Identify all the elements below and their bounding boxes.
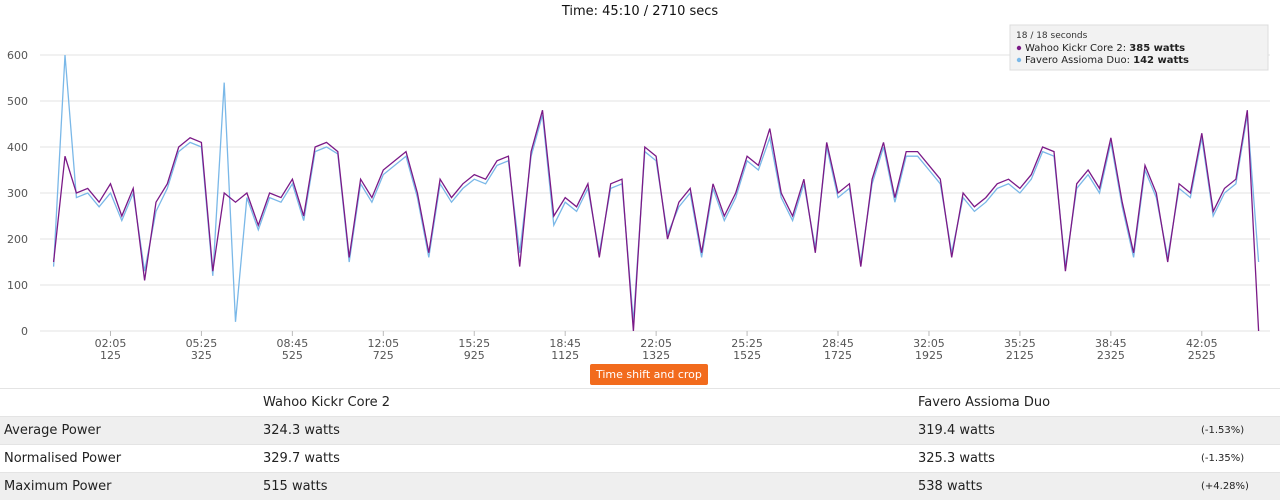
legend-value: 142 watts: [1133, 55, 1189, 66]
table-cell: Maximum Power: [0, 473, 259, 500]
table-cell: (-1.53%): [1197, 417, 1280, 445]
table-cell: 329.7 watts: [259, 445, 914, 473]
table-cell: 319.4 watts: [914, 417, 1197, 445]
table-cell: 515 watts: [259, 473, 914, 500]
chart: Time: 45:10 / 2710 secs 0 100 200 300 400 500…: [0, 0, 1280, 388]
x-tick-seconds: 1525: [733, 349, 761, 362]
header-cell: Wahoo Kickr Core 2: [259, 389, 914, 417]
table-cell: Average Power: [0, 417, 259, 445]
table-cell: (+4.28%): [1197, 473, 1280, 500]
y-tick-label: 100: [7, 279, 28, 292]
legend-name: Favero Assioma Duo:: [1025, 55, 1133, 66]
y-tick-label: 0: [21, 325, 28, 338]
x-tick-seconds: 1925: [915, 349, 943, 362]
y-tick-label: 600: [7, 49, 28, 62]
table-cell: 324.3 watts: [259, 417, 914, 445]
x-tick-seconds: 2125: [1006, 349, 1034, 362]
table-cell: (-1.35%): [1197, 445, 1280, 473]
x-tick-seconds: 2325: [1097, 349, 1125, 362]
legend-entry: Favero Assioma Duo: 142 watts: [1025, 55, 1189, 66]
y-tick-label: 400: [7, 141, 28, 154]
x-tick-seconds: 1125: [551, 349, 579, 362]
tooltip-title: 18 / 18 seconds: [1016, 31, 1088, 41]
legend-entry: Wahoo Kickr Core 2: 385 watts: [1025, 43, 1185, 54]
y-tick-label: 500: [7, 95, 28, 108]
x-tick-seconds: 125: [100, 349, 121, 362]
x-tick-seconds: 525: [282, 349, 303, 362]
x-tick-seconds: 725: [373, 349, 394, 362]
x-tick-seconds: 1725: [824, 349, 852, 362]
legend-name: Wahoo Kickr Core 2:: [1025, 43, 1129, 54]
legend-value: 385 watts: [1129, 43, 1185, 54]
x-tick-seconds: 925: [464, 349, 485, 362]
table-cell: 538 watts: [914, 473, 1197, 500]
y-tick-label: 200: [7, 233, 28, 246]
y-tick-label: 300: [7, 187, 28, 200]
header-cell: Favero Assioma Duo: [914, 389, 1197, 417]
table-cell: 325.3 watts: [914, 445, 1197, 473]
legend-marker: [1017, 58, 1021, 62]
table-cell: Normalised Power: [0, 445, 259, 473]
time-shift-button[interactable]: Time shift and crop: [590, 364, 708, 385]
chart-title: Time: 45:10 / 2710 secs: [561, 4, 719, 19]
header-blank: [0, 389, 259, 417]
header-blank: [1197, 389, 1280, 417]
x-tick-seconds: 325: [191, 349, 212, 362]
legend-marker: [1017, 46, 1021, 50]
x-tick-seconds: 2525: [1188, 349, 1216, 362]
x-tick-seconds: 1325: [642, 349, 670, 362]
series-line: [54, 55, 1259, 322]
